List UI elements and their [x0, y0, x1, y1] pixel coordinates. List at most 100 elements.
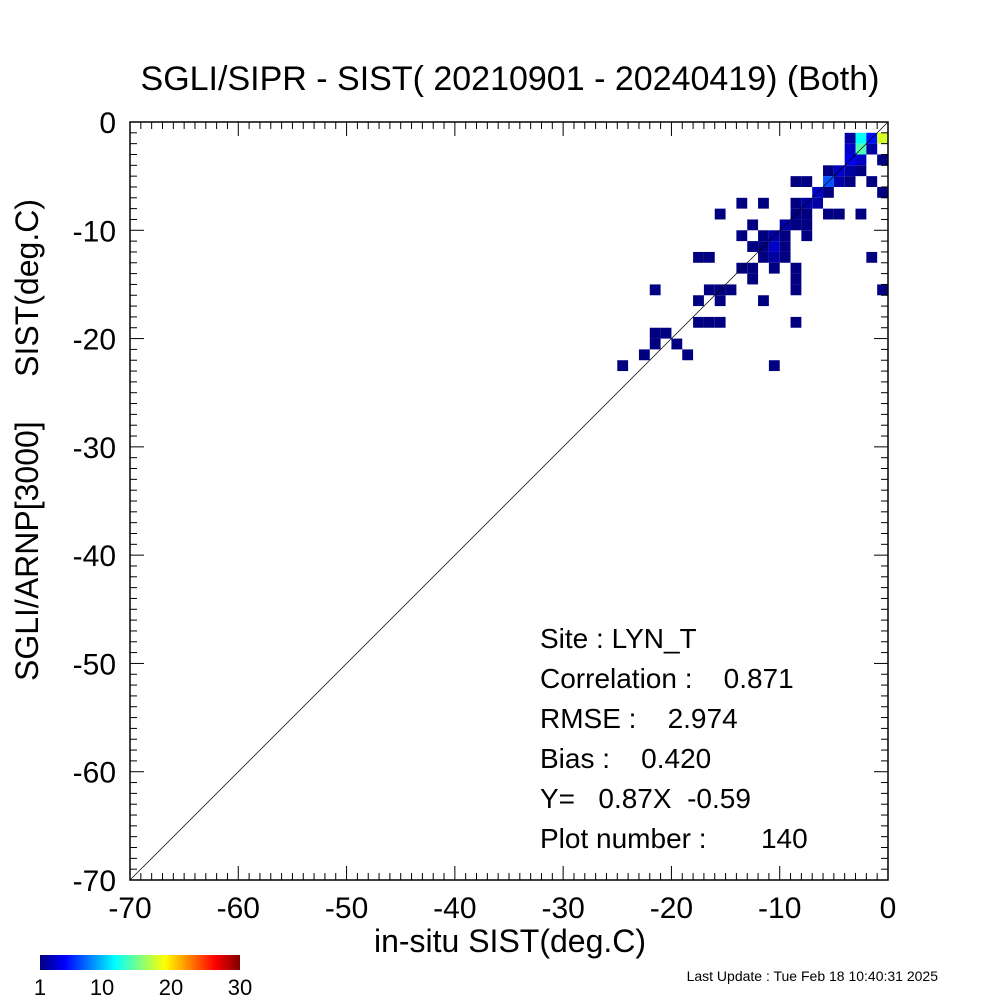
y-tick-label: -30	[73, 432, 116, 465]
stats-annotations: Site : LYN_T Correlation : 0.871 RMSE : 2.…	[540, 623, 808, 854]
last-update-text: Last Update : Tue Feb 18 10:40:31 2025	[686, 968, 938, 984]
density-cell	[693, 251, 704, 263]
density-cell	[768, 251, 780, 263]
density-cell	[758, 230, 769, 242]
density-cell	[736, 230, 748, 242]
x-tick-label: -10	[758, 892, 801, 925]
x-tick-label: -70	[108, 892, 151, 925]
density-cell	[617, 360, 629, 372]
minor-ticks	[129, 121, 889, 881]
y-tick-label: -10	[73, 215, 116, 248]
density-cell	[877, 284, 888, 296]
density-cell	[758, 295, 769, 307]
density-cell	[671, 338, 683, 350]
y-tick-label: -60	[73, 757, 116, 790]
density-cell	[844, 132, 856, 144]
density-cell	[877, 132, 888, 144]
density-cell	[649, 338, 661, 350]
stats-annotation-line: RMSE : 2.974	[540, 703, 738, 734]
density-cell	[768, 262, 780, 274]
stats-annotation-line: Plot number : 140	[540, 823, 808, 854]
density-cell	[823, 186, 834, 198]
x-tick-label: -50	[325, 892, 368, 925]
density-cell	[703, 251, 715, 263]
density-cell	[823, 165, 834, 177]
colorbar-tick-labels: 1 10 20 30	[34, 975, 252, 1000]
x-tick-label: -20	[650, 892, 693, 925]
x-tick-label: -40	[433, 892, 476, 925]
density-cell	[714, 316, 726, 328]
density-cell	[855, 132, 867, 144]
density-cell	[714, 208, 726, 220]
density-cell	[790, 284, 802, 296]
density-cell	[703, 284, 715, 296]
density-cell	[747, 219, 759, 231]
x-tick-labels: -70 -60 -50 -40 -30 -20 -10 0	[108, 892, 896, 925]
colorbar-tick-label: 10	[90, 975, 114, 1000]
density-cell	[844, 165, 856, 177]
density-cell	[693, 295, 704, 307]
y-axis-label: SGLI/ARNP[3000] SIST(deg.C)	[9, 199, 45, 681]
colorbar-tick-label: 1	[34, 975, 46, 1000]
density-cell	[801, 208, 813, 220]
density-cell	[877, 154, 888, 166]
colorbar-tick-label: 20	[159, 975, 183, 1000]
density-cell	[801, 230, 813, 242]
density-cell	[801, 176, 813, 187]
density-cell	[812, 197, 824, 209]
density-cell	[866, 251, 878, 263]
density-cell	[747, 262, 759, 274]
density-cell	[649, 284, 661, 296]
density-cell	[779, 251, 791, 263]
x-axis-label: in-situ SIST(deg.C)	[374, 923, 646, 959]
density-cell	[833, 208, 845, 220]
density-cell	[768, 241, 780, 252]
density-cell	[758, 251, 769, 263]
y-tick-label: -70	[73, 865, 116, 898]
density-cell	[790, 219, 802, 231]
density-cell	[844, 176, 856, 187]
x-tick-label: 0	[880, 892, 897, 925]
stats-annotation-line: Site : LYN_T	[540, 623, 697, 654]
density-cell	[682, 349, 694, 361]
density-cell	[779, 241, 791, 252]
density-cell	[747, 241, 759, 252]
one-to-one-line	[129, 121, 889, 881]
density-cell	[779, 230, 791, 242]
colorbar	[40, 955, 240, 970]
density-cell	[801, 219, 813, 231]
density-cell	[790, 273, 802, 285]
density-cell	[714, 295, 726, 307]
density-cell	[855, 154, 867, 166]
colorbar-tick-label: 30	[228, 975, 252, 1000]
y-tick-label: -40	[73, 540, 116, 573]
density-cells	[617, 132, 888, 372]
y-tick-label: 0	[99, 107, 116, 140]
density-cell	[866, 176, 878, 187]
density-cell	[823, 208, 834, 220]
density-cell	[790, 197, 802, 209]
density-cell	[833, 176, 845, 187]
stats-annotation-line: Y= 0.87X -0.59	[540, 783, 751, 814]
density-cell	[855, 165, 867, 177]
density-cell	[790, 316, 802, 328]
y-tick-label: -20	[73, 324, 116, 357]
density-cell	[649, 327, 661, 339]
density-cell	[877, 186, 888, 198]
density-cell	[790, 262, 802, 274]
y-tick-labels: -70 -60 -50 -40 -30 -20 -10 0	[73, 107, 116, 898]
density-cell	[736, 197, 748, 209]
x-tick-label: -60	[217, 892, 260, 925]
x-tick-label: -30	[541, 892, 584, 925]
density-cell	[693, 316, 704, 328]
chart-title: SGLI/SIPR - SIST( 20210901 - 20240419) (…	[141, 60, 880, 98]
y-tick-label: -50	[73, 648, 116, 681]
density-cell	[638, 349, 650, 361]
density-cell	[747, 273, 759, 285]
density-cell	[768, 360, 780, 372]
density-cell	[660, 327, 672, 339]
density-cell	[855, 208, 867, 220]
density-cell	[758, 197, 769, 209]
density-cell	[703, 316, 715, 328]
